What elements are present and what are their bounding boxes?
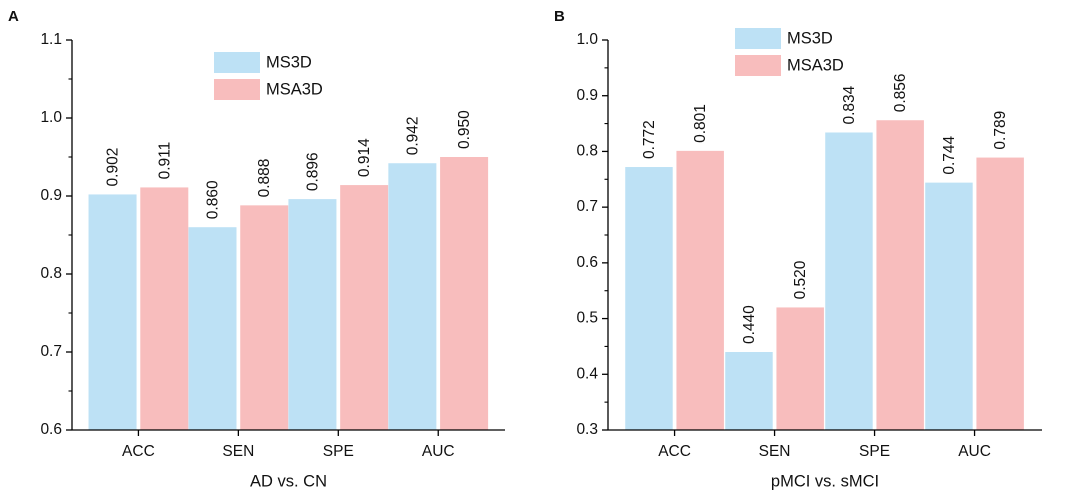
bar-msa3d-spe — [876, 120, 924, 430]
data-label: 0.860 — [204, 180, 221, 219]
data-label: 0.744 — [941, 135, 958, 174]
data-label: 0.896 — [304, 152, 321, 191]
bar-ms3d-sen — [725, 352, 773, 430]
y-tick-label: 1.1 — [40, 31, 62, 48]
bar-msa3d-sen — [240, 205, 289, 430]
y-tick-label: 1.0 — [40, 109, 62, 126]
legend-label-ms3d: MS3D — [266, 53, 312, 71]
data-label: 0.801 — [692, 104, 709, 143]
x-tick-label: ACC — [658, 443, 691, 460]
bar-ms3d-auc — [388, 163, 437, 431]
legend-label-msa3d: MSA3D — [266, 80, 323, 98]
data-label: 0.888 — [256, 159, 273, 198]
x-tick-label: SPE — [859, 443, 890, 460]
y-tick-label: 0.9 — [576, 87, 598, 104]
legend-swatch-ms3d — [214, 52, 260, 73]
x-tick-label: ACC — [122, 443, 155, 460]
data-label: 0.942 — [404, 116, 421, 155]
x-axis-title: AD vs. CN — [250, 472, 327, 490]
data-label: 0.950 — [456, 110, 473, 149]
bar-ms3d-acc — [88, 194, 137, 430]
x-tick-label: SEN — [222, 443, 254, 460]
y-tick-label: 0.8 — [576, 143, 598, 160]
data-label: 0.834 — [841, 85, 858, 124]
y-tick-label: 0.6 — [40, 421, 62, 438]
data-label: 0.902 — [105, 148, 122, 187]
bar-msa3d-acc — [140, 187, 189, 430]
bar-ms3d-sen — [188, 227, 237, 430]
y-tick-label: 0.6 — [576, 254, 598, 271]
y-tick-label: 0.3 — [576, 421, 598, 438]
y-tick-label: 0.7 — [576, 198, 598, 215]
y-tick-label: 0.8 — [40, 265, 62, 282]
bar-ms3d-spe — [825, 132, 873, 430]
y-tick-label: 0.4 — [576, 365, 598, 382]
bar-msa3d-auc — [976, 157, 1024, 431]
data-label: 0.911 — [156, 142, 173, 180]
panel-label: A — [8, 8, 19, 25]
y-tick-label: 0.5 — [576, 310, 598, 327]
legend-swatch-ms3d — [735, 28, 781, 49]
bar-ms3d-acc — [625, 167, 673, 430]
legend-swatch-msa3d — [735, 55, 781, 76]
y-tick-label: 0.9 — [40, 187, 62, 204]
panel-label: B — [554, 8, 565, 25]
data-label: 0.789 — [992, 111, 1009, 150]
y-tick-label: 0.7 — [40, 343, 62, 360]
bar-msa3d-auc — [440, 157, 489, 430]
data-label: 0.914 — [356, 138, 373, 177]
y-tick-label: 1.0 — [576, 31, 598, 48]
data-label: 0.520 — [792, 260, 809, 299]
x-tick-label: SPE — [323, 443, 354, 460]
x-tick-label: AUC — [958, 443, 991, 460]
data-label: 0.440 — [741, 305, 758, 344]
x-axis-title: pMCI vs. sMCI — [771, 472, 879, 490]
x-tick-label: SEN — [759, 443, 791, 460]
x-tick-label: AUC — [422, 443, 455, 460]
bar-ms3d-auc — [925, 182, 973, 430]
bar-ms3d-spe — [288, 199, 337, 430]
legend-label-msa3d: MSA3D — [787, 56, 844, 74]
data-label: 0.856 — [892, 73, 909, 112]
bar-msa3d-sen — [776, 307, 824, 430]
bar-msa3d-acc — [676, 150, 724, 430]
legend-label-ms3d: MS3D — [787, 29, 833, 47]
data-label: 0.772 — [641, 120, 658, 159]
bar-msa3d-spe — [340, 185, 389, 430]
panel-a: A 0.902 0.911 0.860 0.888 0.896 0.914 0.942 0.95… — [8, 8, 505, 490]
legend-swatch-msa3d — [214, 79, 260, 100]
panel-b: B 0.772 0.801 0.440 0.520 0.834 0.856 0.744 0.78… — [554, 8, 1042, 490]
